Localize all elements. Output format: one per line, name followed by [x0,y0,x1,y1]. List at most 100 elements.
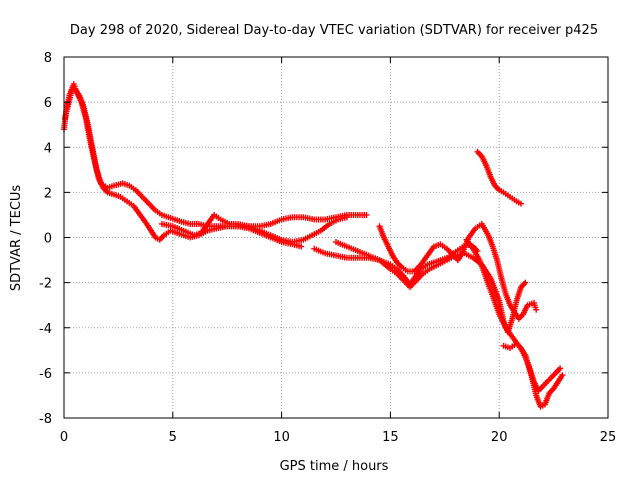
data-point-trail [248,224,261,233]
data-point-trail [488,276,502,302]
data-point-trail [113,180,124,189]
data-point [517,200,524,207]
data-point-trail [445,247,455,257]
data-point [343,214,350,221]
series-satellite-track-8 [500,340,564,394]
data-point-trail [269,217,283,227]
data-point-trail [367,253,381,263]
data-point-trail [422,267,431,276]
data-point-trail [523,355,532,370]
data-point-trail [463,251,474,260]
data-point-trail [541,378,551,388]
data-point-trail [536,384,545,393]
data-point-trail [313,246,326,256]
data-point-trail [335,253,348,261]
data-point-trail [215,223,229,232]
data-point-trail [140,195,151,205]
series-satellite-track-4 [311,241,481,288]
series-satellite-track-7 [463,236,566,410]
data-point-trail [526,300,535,308]
data-point-trail [163,229,172,237]
data-point-trail [134,188,144,199]
data-point-trail [474,222,483,230]
data-point-trail [488,175,497,187]
y-tick-label: 4 [44,141,52,156]
data-point-trail [302,233,313,242]
data-point-trail [509,195,518,203]
data-point-trail [206,223,218,230]
data-point-trail [395,267,405,278]
data-point-trail [72,87,82,97]
y-tick-label: 8 [44,51,52,66]
data-point-trail [556,373,565,384]
data-point-trail [302,214,316,222]
data-point-trail [337,214,348,222]
data-point-trail [113,192,122,200]
data-point-trail [378,258,392,271]
x-tick-label: 10 [273,430,290,445]
data-point-trail [161,221,174,229]
x-tick-label: 20 [491,430,508,445]
data-point-trail [319,222,331,233]
data-point-trail [213,213,222,221]
data-point-trail [439,242,448,251]
data-point [363,211,370,218]
data-point-trail [167,214,176,222]
data-point-trail [402,279,412,289]
data-point-trail [128,184,137,192]
data-point-trail [76,94,86,108]
data-point-trail [547,371,558,381]
series-satellite-track-6 [376,220,540,322]
data-point-trail [494,259,504,280]
data-point-trail [547,387,556,395]
data-point-trail [335,239,348,249]
data-point-trail [138,213,149,226]
data-point-trail [452,247,461,255]
data-point-trail [169,228,178,236]
data-point-trail [269,233,283,242]
data-point-trail [131,204,142,217]
data-point-trail [490,295,502,316]
data-point-trail [446,253,457,262]
data-point-trail [126,199,135,208]
data-point-trail [531,302,539,311]
data-point-trail [551,380,560,390]
data-point-trail [158,233,166,242]
data-point-trail [467,227,477,239]
data-point-trail [206,226,218,234]
data-point-trail [328,217,339,226]
data-point-trail [426,260,435,267]
data-point-trail [356,248,370,258]
data-point-trail [381,236,391,248]
y-tick-label: -6 [39,367,52,382]
data-point-trail [161,212,170,220]
data-point-trail [171,224,185,233]
data-point-trail [490,245,500,262]
data-point-trail [479,222,491,237]
data-point-trail [502,343,511,351]
series-satellite-track-2 [62,85,370,230]
data-point-trail [497,313,508,329]
data-point-trail [406,268,416,275]
data-point-trail [291,241,303,249]
data-points [61,81,566,410]
axis-ticks: 0 5 10 15 20 25 -8 -6 -4 -2 0 2 4 6 8 [39,51,616,445]
data-point-trail [433,242,442,249]
data-point-trail [479,155,489,167]
data-point-trail [259,228,272,238]
x-tick-label: 25 [600,430,617,445]
data-point-trail [504,326,514,338]
data-point-trail [377,225,387,239]
data-point-trail [106,190,115,197]
data-point-trail [389,267,398,276]
data-point-trail [121,181,131,188]
data-point-trail [182,232,192,240]
data-point-trail [174,217,183,224]
data-point [557,365,564,372]
data-point-trail [415,272,425,282]
data-point-trail [205,213,216,226]
data-point-trail [554,366,562,375]
data-point-trail [542,392,552,406]
data-point-trail [198,221,209,229]
